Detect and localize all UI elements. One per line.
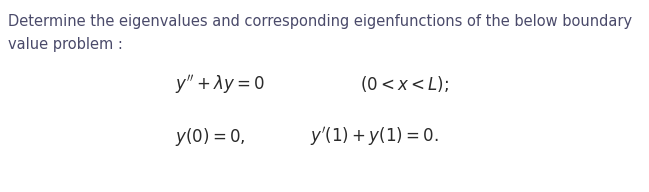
Text: $y(0) = 0,$: $y(0) = 0,$ bbox=[175, 126, 245, 148]
Text: $(0 < x < L);$: $(0 < x < L);$ bbox=[360, 74, 449, 94]
Text: $y'' + \lambda y = 0$: $y'' + \lambda y = 0$ bbox=[175, 73, 265, 95]
Text: $y'(1) + y(1) = 0.$: $y'(1) + y(1) = 0.$ bbox=[310, 126, 439, 148]
Text: value problem :: value problem : bbox=[8, 37, 123, 52]
Text: Determine the eigenvalues and corresponding eigenfunctions of the below boundary: Determine the eigenvalues and correspond… bbox=[8, 14, 632, 29]
